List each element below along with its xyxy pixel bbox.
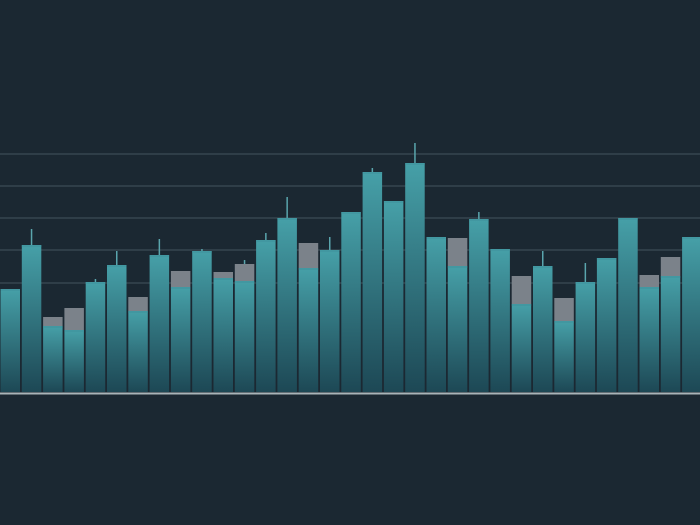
bar-drop bbox=[64, 308, 84, 330]
bar-body bbox=[107, 265, 127, 392]
bar-top bbox=[298, 268, 319, 270]
bar-body bbox=[85, 282, 106, 392]
bar-body bbox=[277, 218, 297, 392]
bar-top bbox=[43, 326, 63, 328]
bar-body bbox=[21, 245, 42, 392]
bar-body bbox=[43, 326, 63, 392]
bar-drop bbox=[447, 238, 468, 266]
bar-top bbox=[64, 330, 84, 332]
bar-top bbox=[682, 237, 700, 239]
bar-top bbox=[0, 289, 20, 291]
bar-top bbox=[85, 282, 106, 284]
bar-top bbox=[320, 250, 340, 252]
bar-body bbox=[362, 172, 383, 392]
bar-body bbox=[128, 311, 148, 392]
bar-body bbox=[320, 250, 340, 392]
bar-body bbox=[341, 212, 361, 392]
bar-top bbox=[618, 218, 638, 220]
bar-top bbox=[107, 265, 127, 267]
bar-body bbox=[660, 276, 681, 392]
bar-body bbox=[64, 330, 84, 392]
bar-body bbox=[256, 240, 276, 392]
bar-body bbox=[490, 249, 510, 392]
bar-body bbox=[447, 266, 468, 392]
bar-top bbox=[149, 255, 170, 257]
bar-body bbox=[469, 219, 489, 392]
bar-top bbox=[660, 276, 681, 278]
bar-drop bbox=[234, 264, 255, 281]
bar-body bbox=[192, 251, 212, 392]
bar-body bbox=[426, 237, 446, 392]
bar-drop bbox=[43, 317, 63, 326]
bar-top bbox=[596, 258, 617, 260]
bar-drop bbox=[128, 297, 148, 311]
bar-body bbox=[618, 218, 638, 392]
bar-drop bbox=[511, 276, 532, 304]
bar-body bbox=[383, 201, 404, 392]
bar-top bbox=[21, 245, 42, 247]
bar-top bbox=[447, 266, 468, 268]
bar-top bbox=[575, 282, 596, 284]
bar-body bbox=[554, 321, 574, 392]
bar-body bbox=[511, 304, 532, 392]
bar-top bbox=[362, 172, 383, 174]
bar-top bbox=[554, 321, 574, 323]
bar-top bbox=[533, 266, 553, 268]
bar-body bbox=[533, 266, 553, 392]
bar-top bbox=[490, 249, 510, 251]
bar-top bbox=[341, 212, 361, 214]
bar-top bbox=[234, 281, 255, 283]
bar-drop bbox=[213, 272, 233, 278]
bar-top bbox=[426, 237, 446, 239]
bar-drop bbox=[298, 243, 319, 268]
bar-body bbox=[682, 237, 700, 392]
bar-drop bbox=[170, 271, 191, 287]
bar-top bbox=[639, 287, 659, 289]
bar-body bbox=[0, 289, 20, 392]
bar-body bbox=[596, 258, 617, 392]
bar-top bbox=[511, 304, 532, 306]
bar-drop bbox=[660, 257, 681, 276]
bar-body bbox=[405, 163, 425, 392]
bar-body bbox=[149, 255, 170, 392]
bar-top bbox=[277, 218, 297, 220]
bar-top bbox=[383, 201, 404, 203]
bar-top bbox=[170, 287, 191, 289]
bar-top bbox=[469, 219, 489, 221]
bar-top bbox=[405, 163, 425, 165]
bar-top bbox=[128, 311, 148, 313]
bar-body bbox=[298, 268, 319, 392]
bar-drop bbox=[554, 298, 574, 321]
bar-body bbox=[170, 287, 191, 392]
bar-top bbox=[192, 251, 212, 253]
bar-top bbox=[256, 240, 276, 242]
bar-top bbox=[213, 278, 233, 280]
bar-body bbox=[213, 278, 233, 392]
bar-body bbox=[639, 287, 659, 392]
bar-body bbox=[575, 282, 596, 392]
bar-body bbox=[234, 281, 255, 392]
bar-drop bbox=[639, 275, 659, 287]
